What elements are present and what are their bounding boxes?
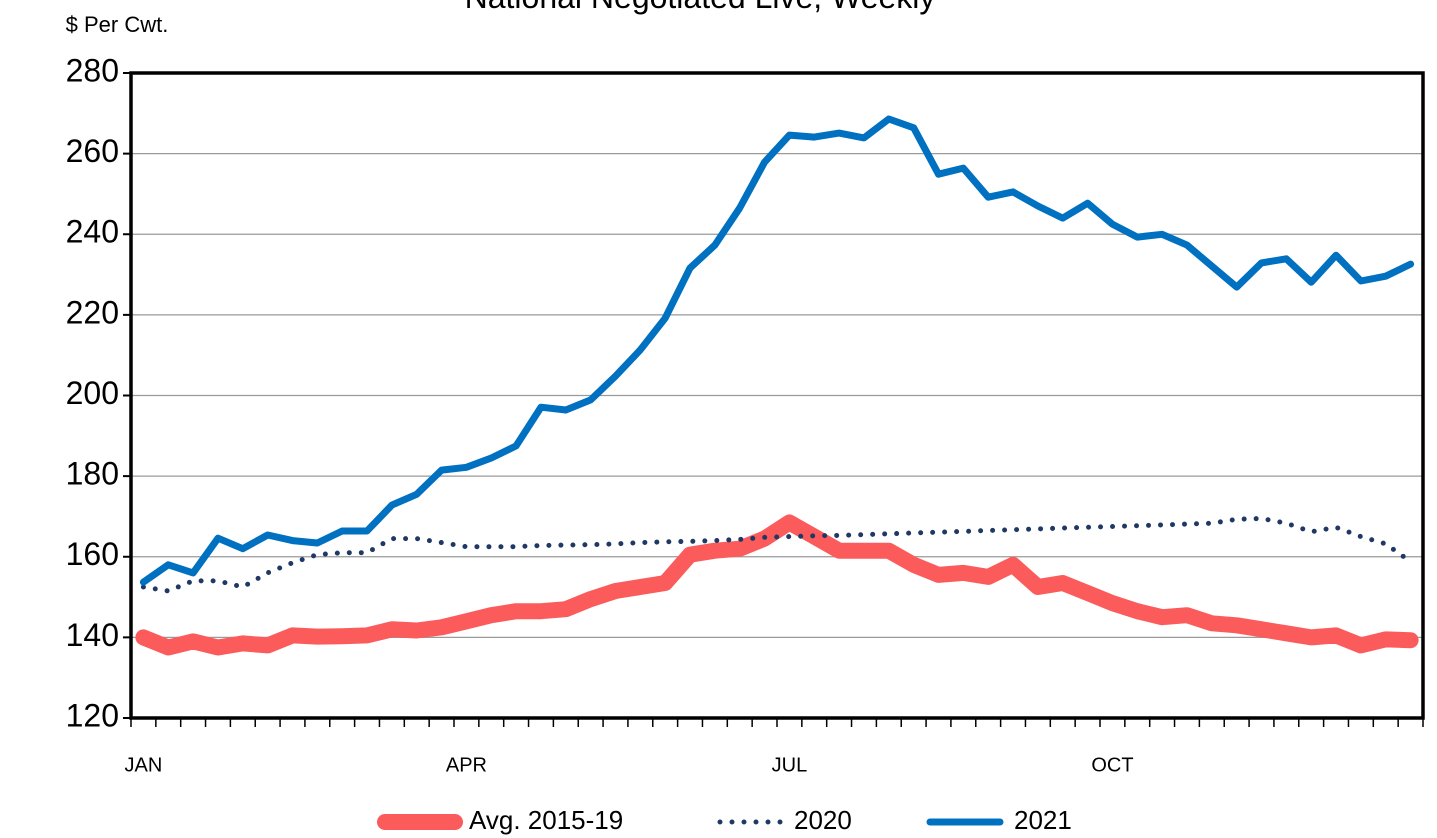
legend-label: 2021: [1014, 805, 1072, 835]
y-tick-label: 220: [66, 294, 119, 330]
series-line: [135, 514, 1419, 656]
legend-label: 2020: [794, 805, 852, 835]
series-line: [139, 115, 1415, 586]
series-line: [140, 515, 1414, 594]
y-tick-label: 240: [66, 214, 119, 250]
chart-title: National Negotiated Live, Weekly: [465, 0, 936, 15]
y-tick-label: 200: [66, 375, 119, 411]
legend-item: Avg. 2015-19: [377, 805, 623, 835]
y-tick-label: 120: [66, 697, 119, 733]
x-tick-label: JUL: [772, 754, 808, 776]
y-tick-label: 280: [66, 52, 119, 88]
y-tick-label: 160: [66, 536, 119, 572]
x-tick-label: APR: [446, 754, 487, 776]
y-axis-label: $ Per Cwt.: [66, 12, 169, 37]
x-tick-label: OCT: [1091, 754, 1133, 776]
y-tick-label: 140: [66, 617, 119, 653]
x-tick-label: JAN: [125, 754, 163, 776]
legend-item: 2021: [926, 805, 1072, 835]
legend-item: 2020: [717, 805, 852, 835]
y-tick-label: 180: [66, 456, 119, 492]
legend-label: Avg. 2015-19: [469, 805, 623, 835]
y-tick-label: 260: [66, 133, 119, 169]
plot-border: [129, 71, 1425, 720]
